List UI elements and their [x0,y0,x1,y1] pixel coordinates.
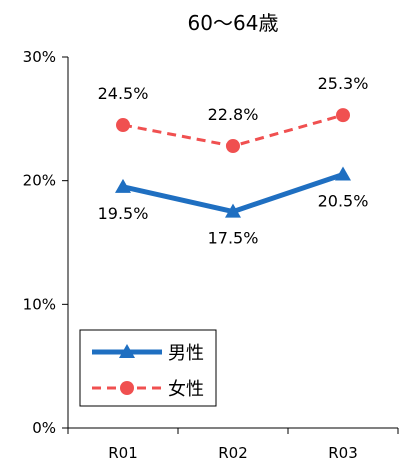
series-2-point [226,139,240,154]
data-labels: 19.5% 17.5% 20.5% 24.5% 22.8% 25.3% [98,74,369,247]
data-label: 17.5% [208,229,259,248]
legend-marker-2 [120,381,134,395]
series-2-point [336,108,350,123]
y-tick-label: 30% [23,48,56,66]
data-label: 24.5% [98,84,149,103]
y-tick-label: 10% [23,295,56,313]
axes: 0% 10% 20% 30% R01 R02 R03 [23,48,399,462]
data-label: 22.8% [208,105,259,124]
data-label: 19.5% [98,204,149,223]
data-label: 25.3% [318,74,369,93]
series-layer [115,108,351,218]
legend-marker-1 [119,344,135,358]
y-tick-label: 0% [32,419,56,437]
series-1-point [335,166,351,181]
chart-title: 60〜64歳 [188,11,279,35]
legend-label-2: 女性 [168,379,204,400]
x-tick-label: R02 [218,444,248,462]
data-label: 20.5% [318,191,369,210]
series-2-point [116,118,130,133]
x-tick-label: R01 [108,444,138,462]
x-tick-label: R03 [328,444,358,462]
legend-box [79,329,217,407]
legend-label-1: 男性 [168,343,204,364]
series-1-point [115,178,131,193]
series-1-point [225,203,241,218]
y-tick-label: 20% [23,172,56,190]
